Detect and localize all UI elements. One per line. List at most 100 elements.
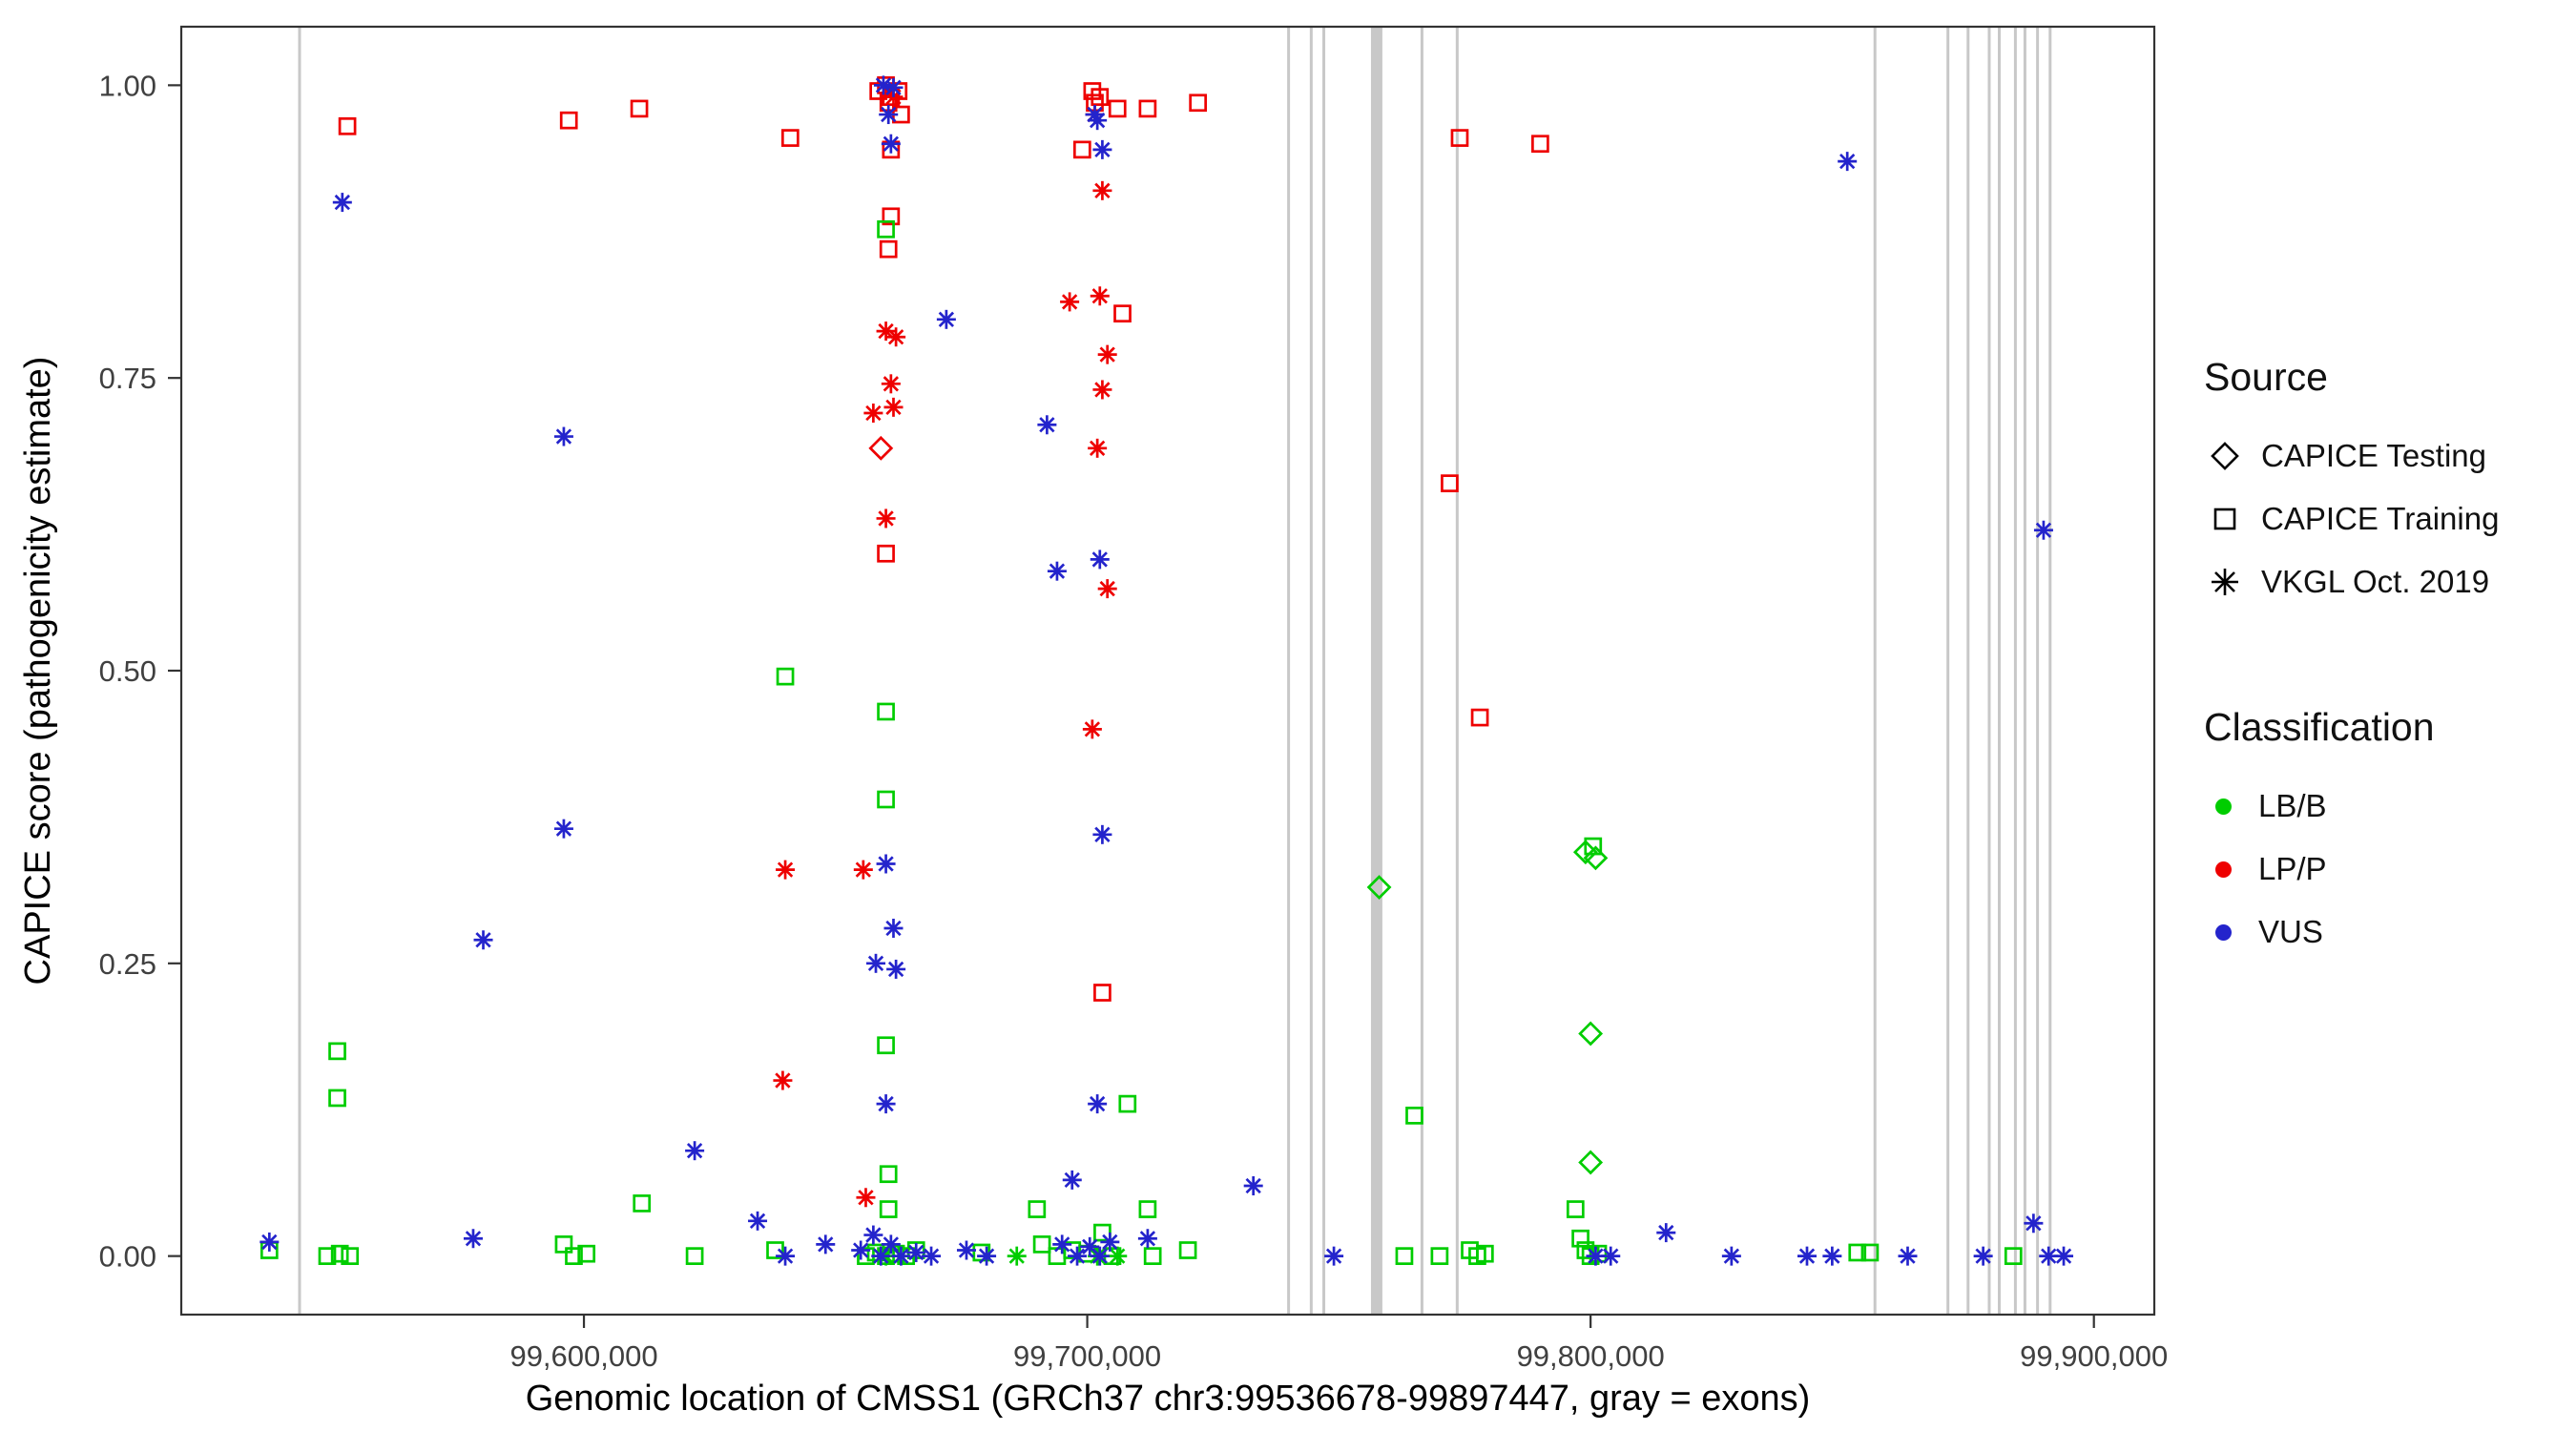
data-point-marker — [1094, 182, 1111, 198]
legend-item-lbb: LB/B — [2204, 775, 2566, 838]
legend-item-label: CAPICE Testing — [2261, 438, 2486, 473]
exon-line — [2048, 27, 2052, 1315]
data-point-marker — [878, 856, 894, 872]
exon-line — [1322, 27, 1326, 1315]
data-point-marker — [868, 435, 894, 461]
data-point-marker — [685, 1247, 704, 1265]
exon-line — [1987, 27, 1991, 1315]
data-point-marker — [882, 207, 901, 226]
data-point-marker — [877, 702, 895, 721]
data-point-marker — [1091, 288, 1108, 304]
data-point-marker — [775, 1072, 791, 1089]
exon-line — [1309, 27, 1313, 1315]
red-dot-icon — [2215, 861, 2232, 878]
data-point-marker — [877, 790, 895, 809]
data-point-marker — [883, 135, 900, 152]
data-point-marker — [1975, 1248, 1991, 1264]
data-point-marker — [1032, 1235, 1051, 1254]
data-point-marker — [328, 1042, 346, 1061]
blue-dot-icon — [2215, 923, 2232, 941]
data-point-marker — [1450, 129, 1469, 147]
legend: Source CAPICE Testing CAPICE Training — [2204, 355, 2566, 964]
data-point-marker — [777, 1248, 794, 1264]
x-tick-label: 99,900,000 — [2020, 1339, 2168, 1373]
data-point-marker — [559, 111, 578, 130]
data-point-marker — [465, 1231, 482, 1247]
data-point-marker — [867, 955, 884, 971]
data-point-marker — [1094, 141, 1111, 158]
data-point-marker — [978, 1248, 995, 1264]
data-point-marker — [1531, 135, 1549, 154]
exon-line — [2023, 27, 2026, 1315]
data-point-marker — [879, 1200, 898, 1218]
data-point-marker — [1405, 1107, 1423, 1125]
panel-border — [179, 25, 2156, 1317]
x-tick-label: 99,700,000 — [1013, 1339, 1161, 1373]
y-tick-label: 0.25 — [99, 947, 156, 981]
square-icon — [2213, 508, 2236, 530]
legend-item-lpp: LP/P — [2204, 838, 2566, 901]
data-point-marker — [1571, 1229, 1589, 1248]
data-point-marker — [865, 1227, 882, 1243]
data-point-marker — [1566, 1200, 1585, 1218]
data-point-marker — [475, 932, 491, 948]
data-point-marker — [1138, 1200, 1157, 1218]
legend-item-vus: VUS — [2204, 901, 2566, 964]
y-tick-label: 0.50 — [99, 654, 156, 688]
data-point-marker — [1588, 1248, 1604, 1264]
data-point-marker — [879, 1165, 898, 1184]
data-point-marker — [1099, 346, 1115, 363]
data-point-marker — [2004, 1247, 2023, 1265]
green-dot-icon — [2215, 798, 2232, 815]
data-point-marker — [577, 1244, 596, 1263]
data-point-marker — [2035, 522, 2052, 538]
data-point-marker — [1189, 93, 1208, 113]
data-point-marker — [858, 1190, 874, 1206]
data-point-marker — [865, 404, 882, 422]
data-point-marker — [2055, 1248, 2072, 1264]
data-point-marker — [565, 1247, 583, 1265]
diamond-icon — [2211, 442, 2239, 470]
data-point-marker — [878, 322, 894, 340]
asterisk-icon — [2212, 569, 2238, 595]
exon-line — [1420, 27, 1423, 1315]
exon-line — [1998, 27, 2002, 1315]
data-point-marker — [878, 510, 894, 527]
y-tick-label: 0.00 — [99, 1240, 156, 1274]
legend-item-label: VKGL Oct. 2019 — [2261, 564, 2490, 599]
data-point-marker — [1430, 1247, 1449, 1265]
data-point-marker — [1658, 1224, 1674, 1241]
data-point-marker — [1138, 99, 1157, 118]
data-point-marker — [2025, 1215, 2042, 1232]
data-point-marker — [885, 920, 902, 937]
data-point-marker — [1091, 551, 1108, 568]
exon-line — [1455, 27, 1459, 1315]
data-point-marker — [881, 106, 897, 123]
data-point-marker — [878, 1095, 894, 1112]
data-point-marker — [780, 129, 800, 147]
data-point-marker — [1084, 721, 1101, 737]
data-point-marker — [1578, 1150, 1604, 1175]
data-point-marker — [334, 194, 350, 211]
legend-item-capice-training: CAPICE Training — [2204, 487, 2566, 550]
data-point-marker — [1848, 1243, 1867, 1262]
exon-line — [2036, 27, 2040, 1315]
data-point-marker — [341, 1247, 360, 1265]
data-point-marker — [1102, 1234, 1118, 1251]
exon-line — [1966, 27, 1970, 1315]
x-tick-label: 99,600,000 — [509, 1339, 657, 1373]
data-point-marker — [1099, 580, 1115, 597]
data-point-marker — [1395, 1247, 1414, 1265]
data-point-marker — [1441, 474, 1459, 492]
data-point-marker — [887, 329, 904, 345]
exon-line — [1946, 27, 1950, 1315]
data-point-marker — [885, 399, 902, 416]
data-point-marker — [877, 1036, 895, 1055]
data-point-marker — [879, 239, 898, 259]
data-point-marker — [1094, 826, 1111, 842]
data-point-marker — [1069, 1248, 1086, 1264]
data-point-marker — [1118, 1094, 1137, 1113]
legend-item-vkgl: VKGL Oct. 2019 — [2204, 550, 2566, 613]
data-point-marker — [1366, 875, 1392, 900]
data-point-marker — [1108, 99, 1127, 118]
